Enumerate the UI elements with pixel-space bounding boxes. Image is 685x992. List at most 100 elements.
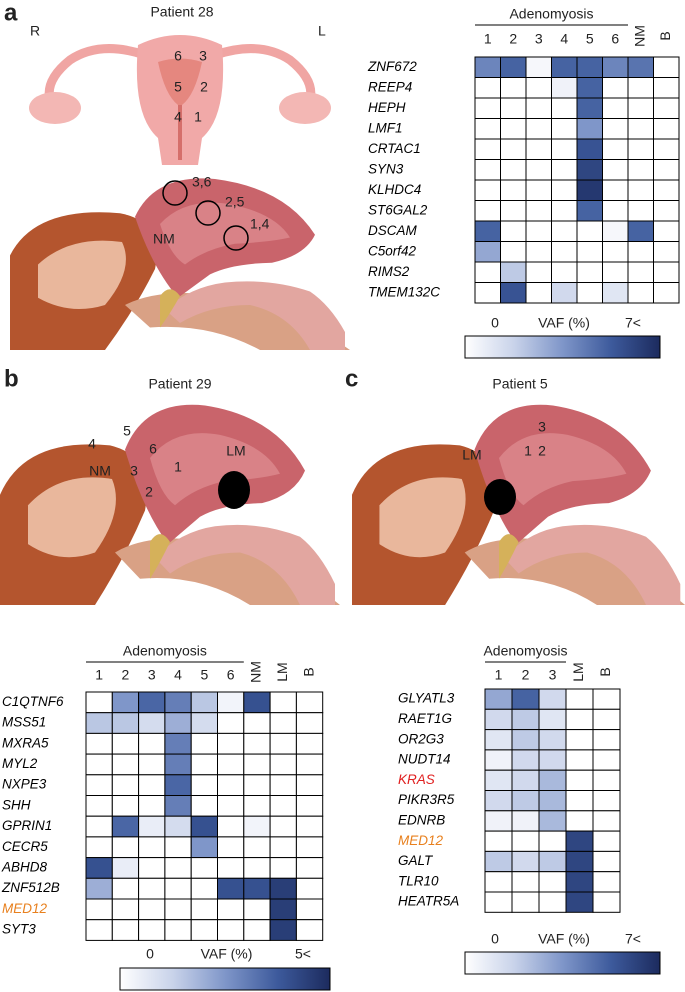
heatmap-cell xyxy=(511,850,540,873)
heatmap-cell xyxy=(551,241,578,263)
heatmap-cell xyxy=(592,850,621,873)
heatmap-cell xyxy=(243,753,271,776)
column-label: 3 xyxy=(535,31,543,47)
colorbar xyxy=(119,967,331,991)
heatmap-cell xyxy=(538,729,567,751)
heatmap-cell xyxy=(217,857,245,879)
column-label: 2 xyxy=(509,31,517,47)
heatmap-cell xyxy=(500,220,527,242)
heatmap-cell xyxy=(474,159,501,181)
row-label: MED12 xyxy=(2,901,48,916)
heatmap-cell xyxy=(551,77,578,99)
row-label: GALT xyxy=(398,853,434,868)
heatmap-cell xyxy=(243,857,271,879)
column-label: 3 xyxy=(148,667,156,683)
panel-letter: b xyxy=(4,365,19,392)
heatmap-cell xyxy=(243,919,271,941)
heatmap-cell xyxy=(111,795,140,817)
heatmap-cell xyxy=(138,836,166,859)
heatmap-cell xyxy=(243,898,271,921)
site-label: LM xyxy=(462,447,481,463)
heatmap-cell xyxy=(190,774,218,796)
row-label: EDNRB xyxy=(398,813,445,828)
heatmap-cell xyxy=(85,836,113,859)
row-label: PIKR3R5 xyxy=(398,792,455,807)
heatmap-cell xyxy=(525,138,552,160)
column-label: 1 xyxy=(495,667,503,683)
heatmap-cell xyxy=(525,77,552,99)
row-label: OR2G3 xyxy=(398,731,444,746)
heatmap-cell xyxy=(269,877,297,900)
heatmap-cell xyxy=(164,753,192,776)
heatmap-cell xyxy=(484,769,513,792)
heatmap-cell xyxy=(269,836,297,859)
heatmap-cell xyxy=(538,769,567,792)
heatmap-cell xyxy=(592,790,621,812)
site-label: NM xyxy=(89,463,111,479)
heatmap-cell xyxy=(576,77,603,99)
heatmap-cell xyxy=(551,282,578,304)
site-label: LM xyxy=(226,443,245,459)
heatmap-cell xyxy=(295,857,324,879)
heatmap-cell xyxy=(627,118,654,140)
site-label: 6 xyxy=(174,48,182,64)
heatmap-cell xyxy=(576,241,603,263)
column-label: 5 xyxy=(200,667,208,683)
heatmap-cell xyxy=(592,708,621,731)
row-label: TLR10 xyxy=(398,873,439,888)
heatmap-cell xyxy=(525,282,552,304)
heatmap-cell xyxy=(538,688,567,710)
row-label: MXRA5 xyxy=(2,735,49,750)
heatmap-cell xyxy=(190,877,218,900)
heatmap-cell xyxy=(551,261,578,283)
heatmap-cell xyxy=(551,118,578,140)
heatmap-cell xyxy=(295,691,324,714)
row-label: C1QTNF6 xyxy=(2,694,64,709)
heatmap-cell xyxy=(269,898,297,921)
heatmap-cell xyxy=(500,97,527,119)
heatmap-cell xyxy=(111,898,140,921)
heatmap-cell xyxy=(500,118,527,140)
heatmap-cell xyxy=(295,712,324,734)
column-label: 5 xyxy=(586,31,594,47)
heatmap-cell xyxy=(511,769,540,792)
heatmap-cell xyxy=(111,857,140,879)
panel-title: Patient 28 xyxy=(150,4,213,20)
heatmap-cell xyxy=(500,138,527,160)
row-label: DSCAM xyxy=(368,223,418,238)
colorbar-tick-label: 0 xyxy=(491,315,499,331)
heatmap-cell xyxy=(500,241,527,263)
heatmap-cell xyxy=(85,712,113,734)
heatmap-cell xyxy=(138,815,166,838)
row-label: RAET1G xyxy=(398,711,452,726)
heatmap-cell xyxy=(565,850,594,873)
heatmap-cell xyxy=(164,691,192,714)
heatmap-cell xyxy=(85,815,113,838)
heatmap-cell xyxy=(138,712,166,734)
heatmap-cell xyxy=(295,815,324,838)
heatmap-cell xyxy=(138,857,166,879)
heatmap-cell xyxy=(164,795,192,817)
heatmap-cell xyxy=(243,774,271,796)
heatmap-cell xyxy=(576,138,603,160)
row-label: SYT3 xyxy=(2,922,36,937)
heatmap-cell xyxy=(511,891,540,913)
row-label: SYN3 xyxy=(368,161,404,176)
heatmap-cell xyxy=(217,712,245,734)
heatmap-cell xyxy=(474,200,501,222)
heatmap-cell xyxy=(511,790,540,812)
heatmap-cell xyxy=(138,877,166,900)
heatmap-cell xyxy=(85,919,113,941)
heatmap-cell xyxy=(243,836,271,859)
heatmap-cell xyxy=(138,753,166,776)
site-label: 2 xyxy=(538,443,546,459)
heatmap-cell xyxy=(217,919,245,941)
heatmap-cell xyxy=(551,220,578,242)
heatmap-cell xyxy=(592,688,621,710)
heatmap-cell xyxy=(551,138,578,160)
heatmap-cell xyxy=(592,810,621,832)
heatmap-cell xyxy=(627,241,654,263)
site-label: 2,5 xyxy=(225,194,245,210)
site-label: 5 xyxy=(174,79,182,95)
